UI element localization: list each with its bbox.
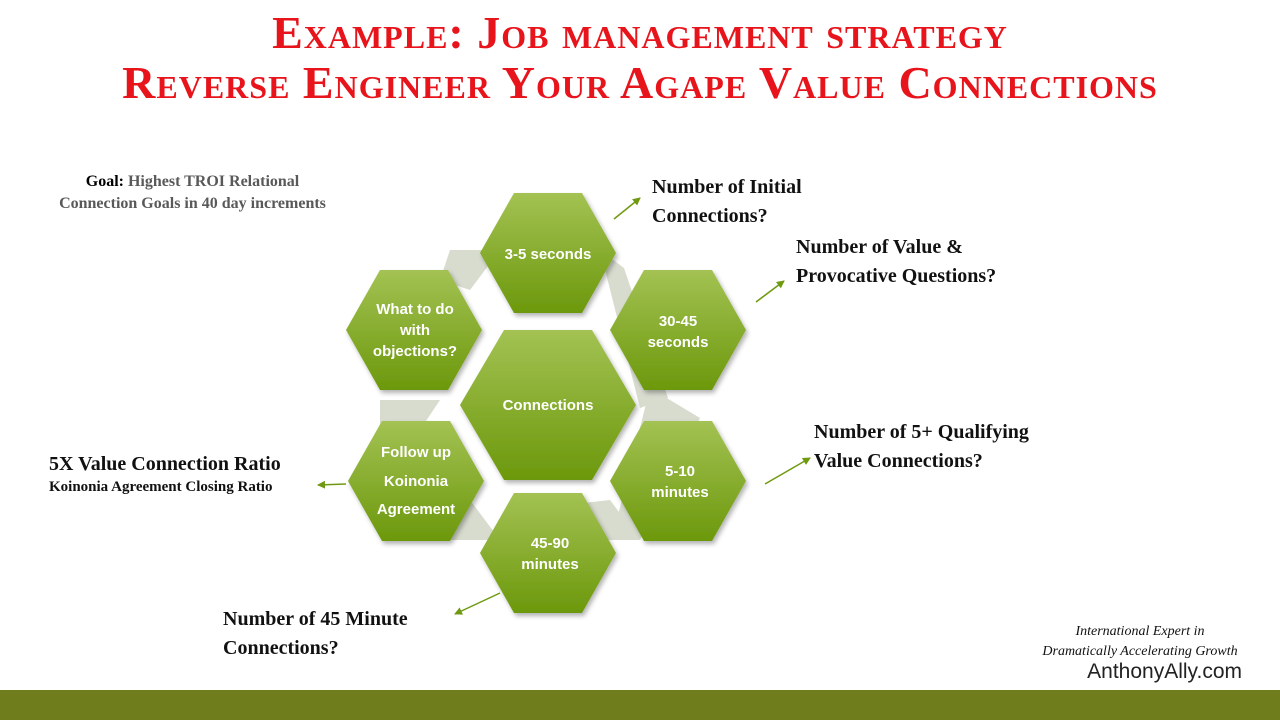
bottom-accent-bar [0, 690, 1280, 720]
goal-text-line1: Highest TROI Relational [127, 173, 300, 190]
slide-title-line2: Reverse Engineer Your Agape Value Connec… [122, 57, 1158, 108]
callout-value-questions: Number of Value & Provocative Questions? [796, 233, 996, 291]
callout-ratio-subtitle: Koinonia Agreement Closing Ratio [49, 479, 273, 495]
hexagon-upper-left: What to do with objections? [346, 270, 482, 390]
callout-45-minute-line2: Connections? [223, 637, 339, 659]
goal-label: Goal: [85, 173, 124, 190]
footer-site-url: AnthonyAlly.com [1087, 660, 1242, 683]
hexagon-center-label: Connections [503, 397, 594, 414]
hexagon-lower-left-line3: Agreement [377, 501, 455, 518]
arrow-initial [613, 197, 641, 220]
hexagon-upper-right-line2: seconds [648, 334, 709, 351]
hexagon-center: Connections [460, 330, 636, 480]
hexagon-upper-left-line2: with [399, 322, 430, 339]
hexagon-upper-left-line3: objections? [373, 343, 457, 360]
arrow-qualifying [764, 457, 811, 485]
arrow-ratio [317, 480, 347, 489]
hexagon-lower-right-line2: minutes [651, 484, 709, 501]
callout-45-minute-line1: Number of 45 Minute [223, 608, 408, 630]
footer-tagline-line2: Dramatically Accelerating Growth [1042, 644, 1238, 659]
footer-tagline-line1: International Expert in [1075, 624, 1205, 639]
callout-initial-line1: Number of Initial [652, 176, 802, 198]
footer-tagline: International Expert in Dramatically Acc… [1020, 622, 1260, 662]
arrow-45-minute [454, 592, 501, 615]
hexagon-lower-left-line1: Follow up [381, 444, 451, 461]
hexagon-lower-left: Follow up Koinonia Agreement [348, 421, 484, 541]
callout-qualifying-line1: Number of 5+ Qualifying [814, 421, 1029, 443]
callout-value-questions-line1: Number of Value & [796, 236, 963, 258]
arrow-value-questions [755, 280, 785, 303]
hexagon-lower-right-line1: 5-10 [665, 463, 695, 480]
hexagon-upper-right-line1: 30-45 [659, 313, 697, 330]
hexagon-bottom-line2: minutes [521, 556, 579, 573]
goal-text: Goal: Highest TROI Relational Connection… [20, 171, 365, 215]
hexagon-top: 3-5 seconds [480, 193, 616, 313]
hexagon-upper-right: 30-45 seconds [610, 270, 746, 390]
hexagon-top-label: 3-5 seconds [505, 246, 592, 263]
hexagon-upper-left-line1: What to do [376, 301, 453, 318]
callout-initial-line2: Connections? [652, 205, 768, 227]
callout-qualifying: Number of 5+ Qualifying Value Connection… [814, 418, 1029, 476]
callout-value-questions-line2: Provocative Questions? [796, 265, 997, 287]
goal-text-line2: Connection Goals in 40 day increments [59, 195, 326, 212]
callout-ratio-title: 5X Value Connection Ratio [49, 453, 281, 475]
slide-title-line1: Example: Job management strategy [272, 7, 1008, 58]
hexagon-bottom-line1: 45-90 [531, 535, 569, 552]
hexagon-bottom: 45-90 minutes [480, 493, 616, 613]
callout-ratio: 5X Value Connection Ratio Koinonia Agree… [49, 451, 281, 497]
callout-45-minute: Number of 45 Minute Connections? [223, 605, 408, 663]
callout-qualifying-line2: Value Connections? [814, 450, 983, 472]
callout-initial-connections: Number of Initial Connections? [652, 173, 802, 231]
hexagon-lower-right: 5-10 minutes [610, 421, 746, 541]
hexagon-lower-left-line2: Koinonia [384, 473, 449, 490]
